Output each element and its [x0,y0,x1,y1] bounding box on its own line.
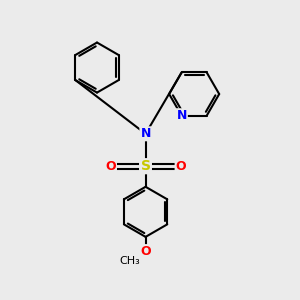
Text: S: S [141,159,151,173]
Text: CH₃: CH₃ [119,256,140,266]
Text: O: O [176,160,186,173]
Text: O: O [105,160,116,173]
Text: O: O [140,245,151,258]
Text: N: N [176,109,187,122]
Text: N: N [140,127,151,140]
